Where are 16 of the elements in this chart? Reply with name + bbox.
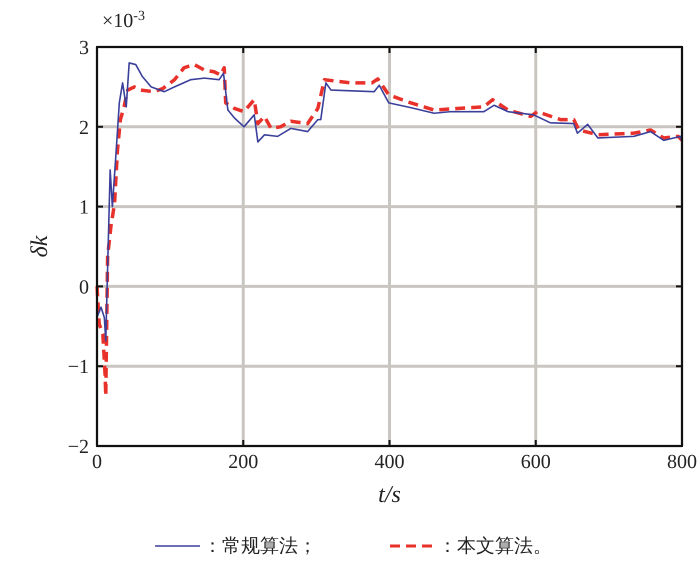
- x-tick-label: 800: [667, 451, 697, 473]
- line-series: [96, 62, 683, 342]
- y-axis-title: δk: [27, 235, 53, 258]
- x-tick-label: 600: [520, 451, 551, 473]
- x-tick-label: 400: [374, 451, 404, 473]
- y-tick-label: 0: [79, 276, 89, 298]
- text: ×10$^{-3}$: [102, 8, 145, 32]
- y-tick-label: −2: [68, 436, 89, 458]
- legend-label: ：本文算法。: [438, 535, 552, 557]
- y-tick-label: 2: [79, 116, 89, 139]
- x-axis-title: t/s: [378, 482, 401, 508]
- legend-label: ：常规算法；: [203, 535, 317, 557]
- x-tick-label: 200: [228, 451, 258, 473]
- y-tick-label: 3: [79, 37, 89, 59]
- y-tick-label: −1: [68, 356, 89, 378]
- y-tick-label: 1: [79, 196, 89, 219]
